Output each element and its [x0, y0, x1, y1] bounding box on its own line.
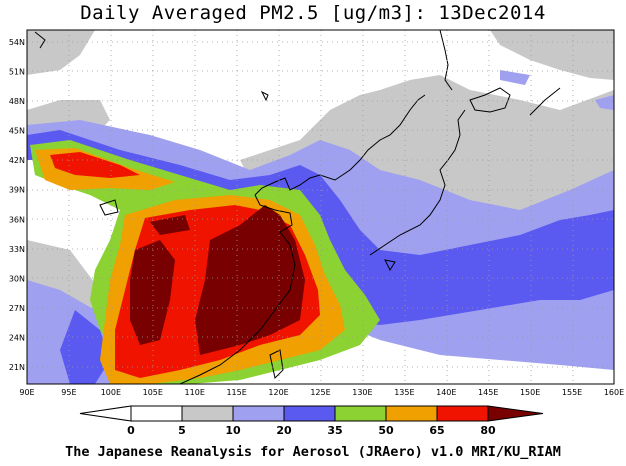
lon-label: 110E — [185, 388, 205, 397]
lon-label: 120E — [268, 388, 288, 397]
colorbar-level-label: 10 — [225, 424, 241, 437]
lat-label: 33N — [9, 245, 25, 254]
longitude-labels: 90E 95E 100E 105E 110E 115E 120E 125E 130E 135E 14… — [19, 388, 624, 397]
lat-label: 27N — [9, 304, 25, 313]
lat-label: 39N — [9, 186, 25, 195]
colorbar-upper-arrow — [488, 406, 543, 421]
colorbar-level-label: 50 — [378, 424, 394, 437]
concentration-field — [27, 30, 614, 384]
latitude-labels: 54N 51N 48N 45N 42N 39N 36N 33N 30N 27N 24N 21N — [9, 38, 25, 372]
colorbar-level-label: 65 — [429, 424, 444, 437]
lon-label: 90E — [19, 388, 34, 397]
lat-label: 51N — [9, 68, 25, 77]
lon-label: 100E — [101, 388, 121, 397]
lon-label: 150E — [520, 388, 540, 397]
colorbar-segment — [182, 406, 233, 421]
lat-label: 24N — [9, 333, 25, 342]
colorbar: 0 5 10 20 35 50 65 80 — [80, 406, 543, 437]
colorbar-segment — [284, 406, 335, 421]
colorbar-segment — [131, 406, 182, 421]
colorbar-segment — [437, 406, 488, 421]
lat-label: 45N — [9, 127, 25, 136]
lon-label: 105E — [143, 388, 163, 397]
colorbar-lower-arrow — [80, 406, 131, 421]
lat-label: 36N — [9, 215, 25, 224]
lat-label: 21N — [9, 363, 25, 372]
lon-label: 140E — [436, 388, 456, 397]
lat-label: 48N — [9, 97, 25, 106]
lat-label: 42N — [9, 156, 25, 165]
lon-label: 145E — [478, 388, 498, 397]
colorbar-level-label: 80 — [480, 424, 496, 437]
footer-credit: The Japanese Reanalysis for Aerosol (JRA… — [0, 444, 626, 460]
colorbar-level-label: 35 — [327, 424, 342, 437]
colorbar-level-label: 20 — [276, 424, 292, 437]
colorbar-segment — [233, 406, 284, 421]
lon-label: 125E — [310, 388, 330, 397]
colorbar-segment — [335, 406, 386, 421]
lon-label: 130E — [352, 388, 372, 397]
lon-label: 115E — [226, 388, 246, 397]
colorbar-segment — [386, 406, 437, 421]
lat-label: 30N — [9, 274, 25, 283]
colorbar-level-label: 5 — [178, 424, 186, 437]
colorbar-level-label: 0 — [127, 424, 135, 437]
lon-label: 155E — [562, 388, 582, 397]
lon-label: 95E — [61, 388, 76, 397]
pm25-map: 90E 95E 100E 105E 110E 115E 120E 125E 130E 135E 14… — [0, 0, 626, 444]
lon-label: 135E — [394, 388, 414, 397]
lat-label: 54N — [9, 38, 25, 47]
lon-label: 160E — [604, 388, 624, 397]
